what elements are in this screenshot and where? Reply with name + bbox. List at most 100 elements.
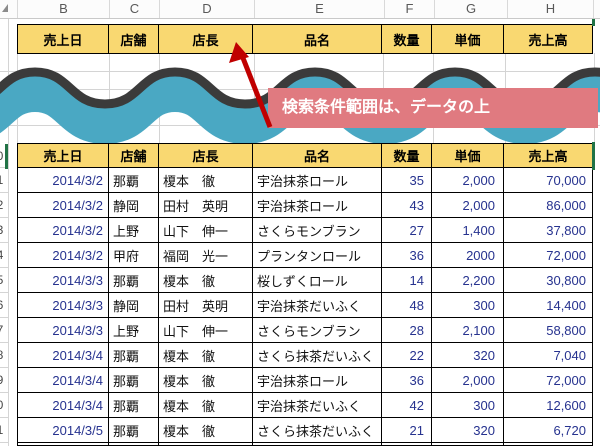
cell[interactable] [18, 443, 108, 445]
cell[interactable]: 2,200 [432, 268, 503, 292]
cell[interactable]: 宇治抹茶ロール [253, 168, 381, 192]
cell[interactable]: 田村 英明 [159, 193, 252, 217]
row-number[interactable]: 9 [0, 368, 8, 393]
row-number[interactable]: 7 [0, 318, 8, 343]
cell[interactable]: 2,000 [432, 168, 503, 192]
row-number[interactable]: 0 [0, 393, 8, 418]
cell[interactable]: 上野 [109, 318, 158, 342]
row-number[interactable]: 1 [0, 418, 8, 443]
cell[interactable]: 2014/3/2 [18, 243, 108, 267]
cell[interactable] [159, 443, 252, 445]
row-number[interactable]: 8 [0, 343, 8, 368]
cell[interactable]: 福岡 光一 [159, 243, 252, 267]
row-number[interactable]: 2 [0, 193, 8, 218]
cell[interactable]: 2,100 [432, 318, 503, 342]
cell[interactable]: 宇治抹茶ロール [253, 193, 381, 217]
cell[interactable]: 70,000 [504, 168, 592, 192]
cell[interactable]: 22 [382, 343, 431, 367]
cell[interactable]: 2014/3/2 [18, 168, 108, 192]
cell[interactable]: 58,800 [504, 318, 592, 342]
cell[interactable]: 86,000 [504, 193, 592, 217]
cell[interactable]: 36 [382, 243, 431, 267]
header-cell[interactable]: 売上高 [504, 144, 592, 167]
column-header-E[interactable]: E [255, 0, 385, 18]
cell[interactable]: 那覇 [109, 168, 158, 192]
cell[interactable] [382, 443, 431, 445]
cell[interactable]: 72,000 [504, 243, 592, 267]
cell[interactable] [253, 443, 381, 445]
cell[interactable]: 37,800 [504, 218, 592, 242]
header-cell[interactable]: 売上日 [18, 25, 108, 53]
cell[interactable]: 2014/3/3 [18, 318, 108, 342]
cell[interactable]: 那覇 [109, 418, 158, 442]
row-number[interactable]: 4 [0, 243, 8, 268]
cell[interactable]: 宇治抹茶だいふく [253, 293, 381, 317]
cell[interactable]: 榎本 徹 [159, 418, 252, 442]
cell[interactable]: 2014/3/4 [18, 393, 108, 417]
cell[interactable]: さくら抹茶だいふく [253, 343, 381, 367]
cell[interactable]: 榎本 徹 [159, 168, 252, 192]
cell[interactable]: さくらモンブラン [253, 318, 381, 342]
cell[interactable]: 宇治抹茶ロール [253, 368, 381, 392]
cell[interactable]: 42 [382, 393, 431, 417]
column-header-G[interactable]: G [435, 0, 508, 18]
header-cell[interactable]: 単価 [432, 25, 503, 53]
cell[interactable]: 2014/3/3 [18, 293, 108, 317]
column-header-H[interactable]: H [508, 0, 594, 18]
column-header-C[interactable]: C [110, 0, 160, 18]
cell[interactable]: 2014/3/2 [18, 218, 108, 242]
cell[interactable]: 2014/3/5 [18, 418, 108, 442]
column-header-B[interactable]: B [18, 0, 110, 18]
cell[interactable]: 那覇 [109, 268, 158, 292]
cell[interactable]: 2014/3/3 [18, 268, 108, 292]
row-number[interactable]: 5 [0, 268, 8, 293]
cell[interactable]: 48 [382, 293, 431, 317]
cell[interactable]: さくら抹茶だいふく [253, 418, 381, 442]
header-cell[interactable]: 店舗 [109, 25, 158, 53]
cell[interactable]: 7,040 [504, 343, 592, 367]
cell[interactable]: 山下 伸一 [159, 218, 252, 242]
cell[interactable]: 甲府 [109, 243, 158, 267]
cell[interactable]: 山下 伸一 [159, 318, 252, 342]
cell[interactable]: 那覇 [109, 393, 158, 417]
row-number[interactable]: 6 [0, 293, 8, 318]
cell[interactable]: 那覇 [109, 343, 158, 367]
cell[interactable]: 12,600 [504, 393, 592, 417]
header-cell[interactable]: 品名 [253, 25, 381, 53]
column-header-F[interactable]: F [385, 0, 435, 18]
cell[interactable]: 静岡 [109, 293, 158, 317]
cell[interactable]: 那覇 [109, 368, 158, 392]
cell[interactable]: プランタンロール [253, 243, 381, 267]
row-number[interactable]: 0 [0, 144, 8, 168]
cell[interactable]: 36 [382, 368, 431, 392]
cell[interactable]: 榎本 徹 [159, 343, 252, 367]
cell[interactable]: 14 [382, 268, 431, 292]
cell[interactable]: 榎本 徹 [159, 268, 252, 292]
header-cell[interactable]: 店舗 [109, 144, 158, 167]
cell[interactable]: 上野 [109, 218, 158, 242]
cell[interactable]: 2,000 [432, 193, 503, 217]
column-header-D[interactable]: D [160, 0, 255, 18]
cell[interactable]: 桜しずくロール [253, 268, 381, 292]
cell[interactable]: 14,400 [504, 293, 592, 317]
cell[interactable]: 静岡 [109, 193, 158, 217]
header-cell[interactable]: 品名 [253, 144, 381, 167]
cell[interactable]: 43 [382, 193, 431, 217]
header-cell[interactable]: 数量 [382, 144, 431, 167]
cell[interactable]: 2014/3/2 [18, 193, 108, 217]
header-cell[interactable]: 売上日 [18, 144, 108, 167]
cell[interactable]: 榎本 徹 [159, 368, 252, 392]
cell[interactable]: 21 [382, 418, 431, 442]
cell[interactable]: 30,800 [504, 268, 592, 292]
row-number[interactable]: 1 [0, 168, 8, 193]
header-cell[interactable]: 店長 [159, 144, 252, 167]
cell[interactable]: 6,720 [504, 418, 592, 442]
cell[interactable]: 榎本 徹 [159, 393, 252, 417]
cell[interactable]: 宇治抹茶だいふく [253, 393, 381, 417]
cell[interactable]: 28 [382, 318, 431, 342]
header-cell[interactable]: 売上高 [504, 25, 592, 53]
cell[interactable]: 2,000 [432, 368, 503, 392]
cell[interactable]: 320 [432, 418, 503, 442]
cell[interactable]: 72,000 [504, 368, 592, 392]
cell[interactable]: 300 [432, 293, 503, 317]
